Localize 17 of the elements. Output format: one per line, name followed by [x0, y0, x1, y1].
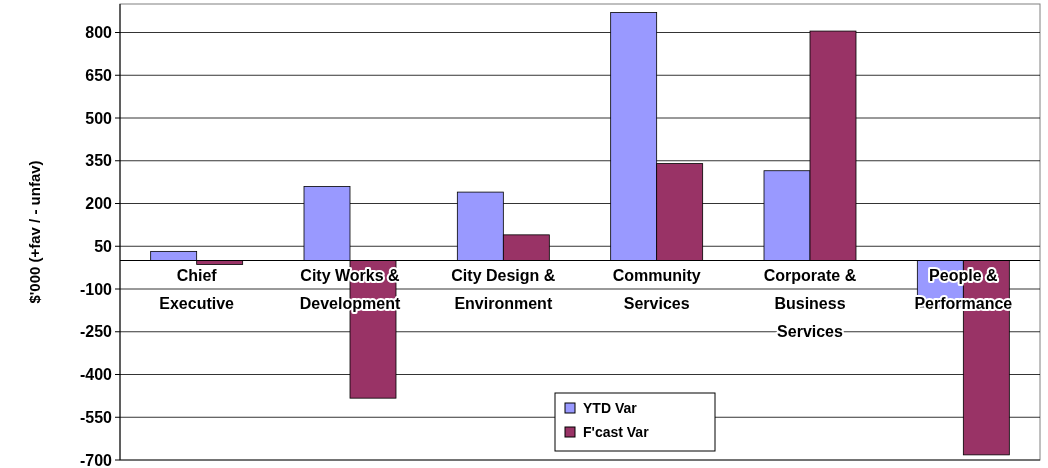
y-tick-label: -250 [79, 323, 113, 341]
y-tick-label: 500 [85, 109, 113, 127]
y-tick-label: -550 [79, 408, 113, 426]
y-tick-label: 200 [85, 195, 113, 213]
y-tick-label: 50 [94, 237, 113, 255]
y-tick-label: 350 [85, 152, 113, 170]
y-tick-label: -700 [79, 451, 113, 468]
y-axis-title: $'000 (+fav / - unfav) [26, 160, 43, 304]
y-tick-label: 650 [85, 66, 113, 84]
legend-label: F'cast Var [583, 423, 650, 440]
x-tick-label: City Design & Environment [451, 266, 556, 312]
y-tick-label: 800 [85, 24, 113, 42]
legend-label: YTD Var [583, 399, 638, 416]
x-tick-label: Chief Executive [159, 266, 235, 312]
x-tick-label: Community Services [612, 266, 701, 312]
y-tick-label: -400 [79, 366, 113, 384]
y-tick-label: -100 [79, 280, 113, 298]
